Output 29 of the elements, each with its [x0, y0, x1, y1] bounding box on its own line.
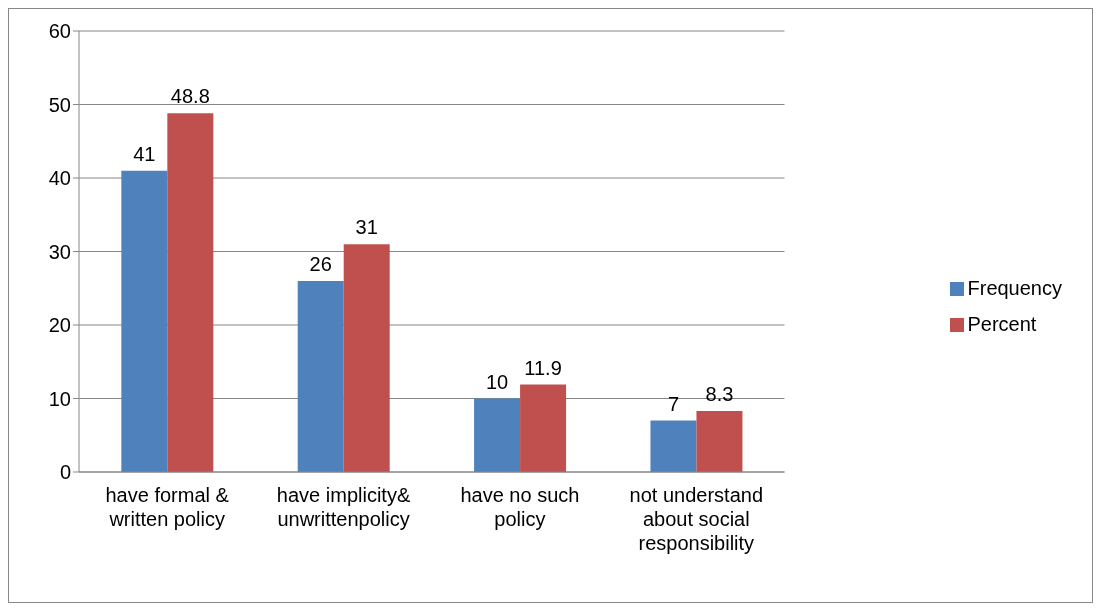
data-label: 48.8 [170, 85, 210, 108]
y-tick-label: 50 [48, 93, 71, 116]
bar [696, 411, 743, 472]
legend-label: Frequency [967, 276, 1062, 299]
legend-label: Percent [967, 312, 1037, 335]
data-label: 8.3 [705, 382, 734, 405]
bar [167, 113, 214, 472]
bar [520, 384, 567, 472]
y-tick-label: 30 [48, 240, 71, 263]
y-tick-label: 60 [48, 20, 71, 43]
x-tick-label: have no such policy [460, 484, 580, 530]
data-label: 26 [309, 252, 332, 275]
x-tick-label: not understand about social responsibility [629, 484, 764, 554]
x-tick-label: have formal & written policy [105, 484, 230, 530]
data-label: 11.9 [524, 356, 562, 379]
bar [121, 170, 168, 472]
y-tick-label: 0 [59, 461, 71, 484]
bar [297, 280, 344, 472]
bar [650, 420, 697, 472]
y-tick-label: 40 [48, 167, 71, 190]
bar [343, 244, 390, 472]
data-label: 31 [355, 216, 378, 239]
y-tick-label: 20 [48, 314, 71, 337]
x-tick-label: have implicity& unwrittenpolicy [276, 484, 411, 530]
data-label: 41 [133, 142, 156, 165]
data-label: 7 [667, 392, 680, 415]
data-label: 10 [485, 370, 509, 393]
bar [474, 398, 521, 472]
y-tick-label: 10 [48, 387, 71, 410]
